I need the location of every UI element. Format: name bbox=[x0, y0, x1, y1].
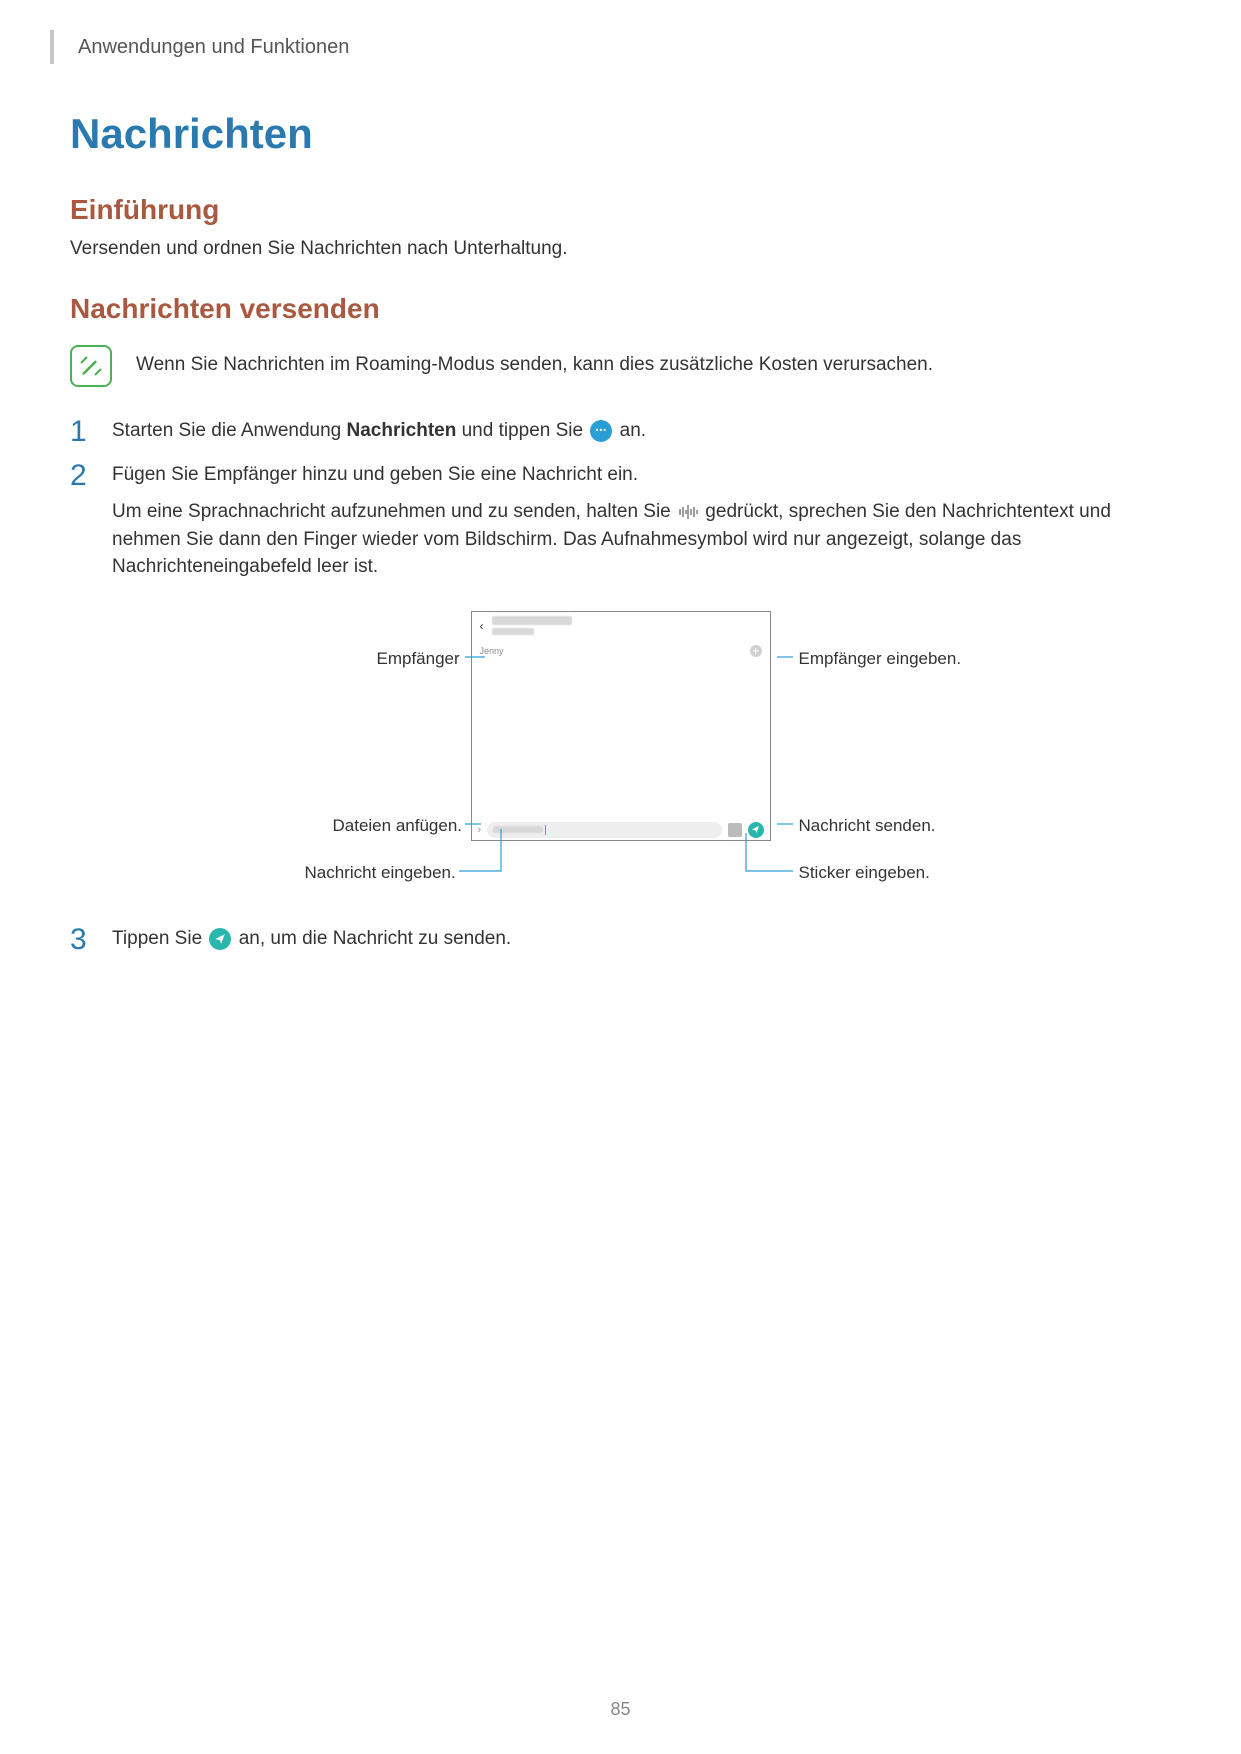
step-2: 2 Fügen Sie Empfänger hinzu und geben Si… bbox=[70, 461, 1171, 581]
page-header: Anwendungen und Funktionen bbox=[50, 30, 349, 64]
chat-bubble-icon bbox=[590, 420, 612, 442]
breadcrumb: Anwendungen und Funktionen bbox=[78, 36, 349, 59]
step-3-body: Tippen Sie an, um die Nachricht zu sende… bbox=[112, 925, 1171, 955]
step-1-body: Starten Sie die Anwendung Nachrichten un… bbox=[112, 417, 1171, 447]
page-title: Nachrichten bbox=[70, 110, 1171, 158]
header-accent bbox=[50, 30, 54, 64]
section-intro-text: Versenden und ordnen Sie Nachrichten nac… bbox=[70, 236, 1171, 263]
step-1-pre: Starten Sie die Anwendung bbox=[112, 420, 347, 441]
message-compose-figure: ‹ Jenny › bbox=[241, 611, 1001, 911]
step-2-line1: Fügen Sie Empfänger hinzu und geben Sie … bbox=[112, 461, 1171, 489]
step-3-number: 3 bbox=[70, 925, 94, 955]
step-1-post: an. bbox=[614, 420, 646, 441]
section-send-heading: Nachrichten versenden bbox=[70, 293, 1171, 325]
step-2-line2-pre: Um eine Sprachnachricht aufzunehmen und … bbox=[112, 501, 676, 522]
step-1-number: 1 bbox=[70, 417, 94, 447]
step-1-mid: und tippen Sie bbox=[456, 420, 588, 441]
step-3-post: an, um die Nachricht zu senden. bbox=[233, 928, 511, 949]
connector-lines bbox=[241, 611, 1001, 911]
send-plane-icon bbox=[209, 928, 231, 950]
voice-wave-icon bbox=[678, 504, 698, 520]
pencil-note-icon bbox=[78, 353, 104, 379]
step-2-body: Fügen Sie Empfänger hinzu und geben Sie … bbox=[112, 461, 1171, 581]
step-3-pre: Tippen Sie bbox=[112, 928, 207, 949]
step-3: 3 Tippen Sie an, um die Nachricht zu sen… bbox=[70, 925, 1171, 955]
step-1-bold: Nachrichten bbox=[347, 420, 457, 441]
section-intro-heading: Einführung bbox=[70, 194, 1171, 226]
note-row: Wenn Sie Nachrichten im Roaming-Modus se… bbox=[70, 345, 1171, 387]
step-2-number: 2 bbox=[70, 461, 94, 581]
step-1: 1 Starten Sie die Anwendung Nachrichten … bbox=[70, 417, 1171, 447]
note-icon bbox=[70, 345, 112, 387]
content: Nachrichten Einführung Versenden und ord… bbox=[0, 0, 1241, 955]
note-text: Wenn Sie Nachrichten im Roaming-Modus se… bbox=[136, 352, 933, 379]
page-number: 85 bbox=[610, 1699, 630, 1720]
step-2-line2: Um eine Sprachnachricht aufzunehmen und … bbox=[112, 498, 1171, 581]
